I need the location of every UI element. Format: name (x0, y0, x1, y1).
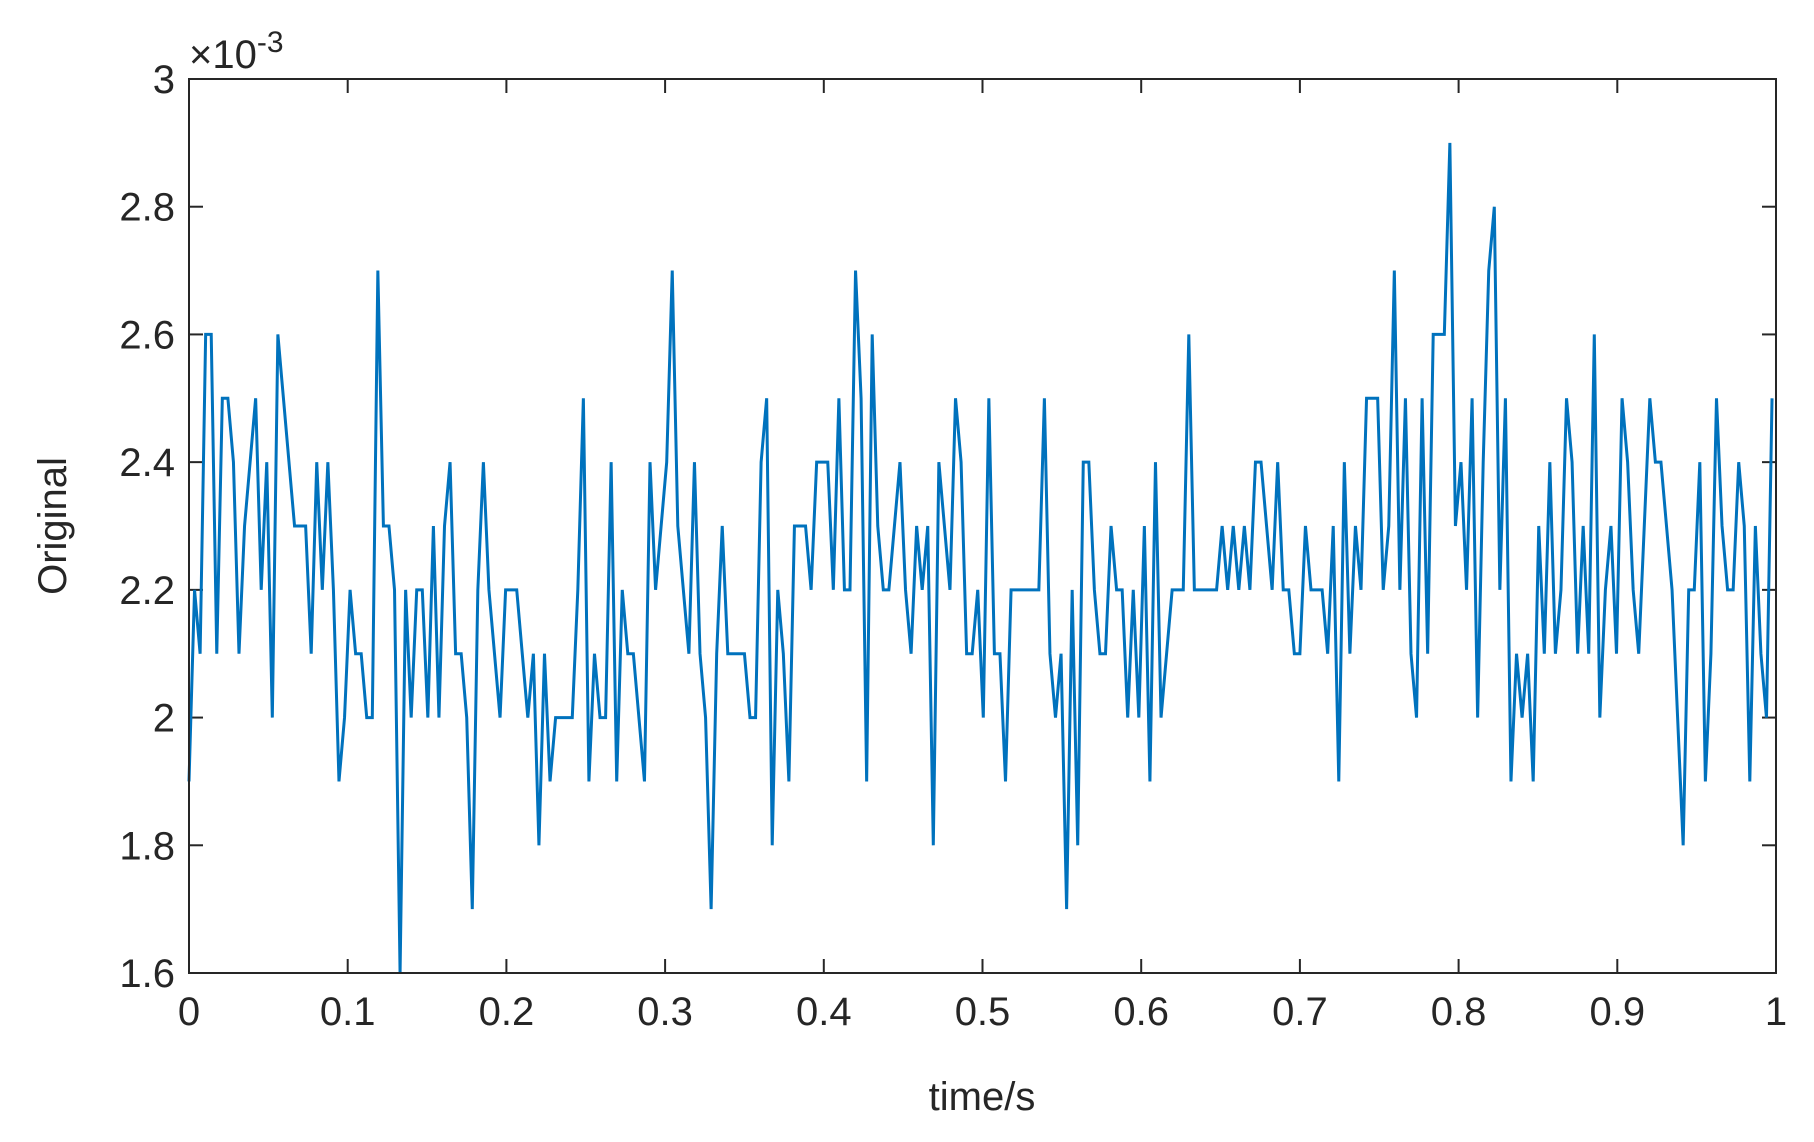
y-multiplier: ×10-3 (189, 26, 284, 77)
x-tick-label: 0.6 (1113, 990, 1169, 1034)
x-tick-label: 0.8 (1431, 990, 1487, 1034)
x-tick-label: 0.9 (1589, 990, 1645, 1034)
y-tick-label: 1.8 (119, 824, 175, 868)
y-tick-label: 2.6 (119, 313, 175, 357)
x-tick-label: 0.2 (479, 990, 535, 1034)
x-tick-label: 0 (178, 990, 200, 1034)
x-tick-label: 0.7 (1272, 990, 1328, 1034)
x-tick-label: 0.4 (796, 990, 852, 1034)
data-line (187, 142, 1774, 974)
y-tick-label: 2.4 (119, 441, 175, 485)
y-multiplier-exponent: -3 (257, 26, 284, 59)
x-tick-label: 0.5 (955, 990, 1011, 1034)
x-tick-label: 0.3 (637, 990, 693, 1034)
y-tick-label: 2.8 (119, 186, 175, 230)
x-tick-label: 1 (1765, 990, 1787, 1034)
y-tick-label: 1.6 (119, 952, 175, 996)
x-axis-label: time/s (929, 1075, 1036, 1119)
y-axis-label: Original (31, 457, 75, 595)
y-tick-label: 2 (153, 697, 175, 741)
axes-box (188, 78, 1777, 974)
y-tick-label: 2.2 (119, 569, 175, 613)
y-multiplier-base: ×10 (189, 33, 257, 77)
y-tick-label: 3 (153, 58, 175, 102)
x-tick-label: 0.1 (320, 990, 376, 1034)
